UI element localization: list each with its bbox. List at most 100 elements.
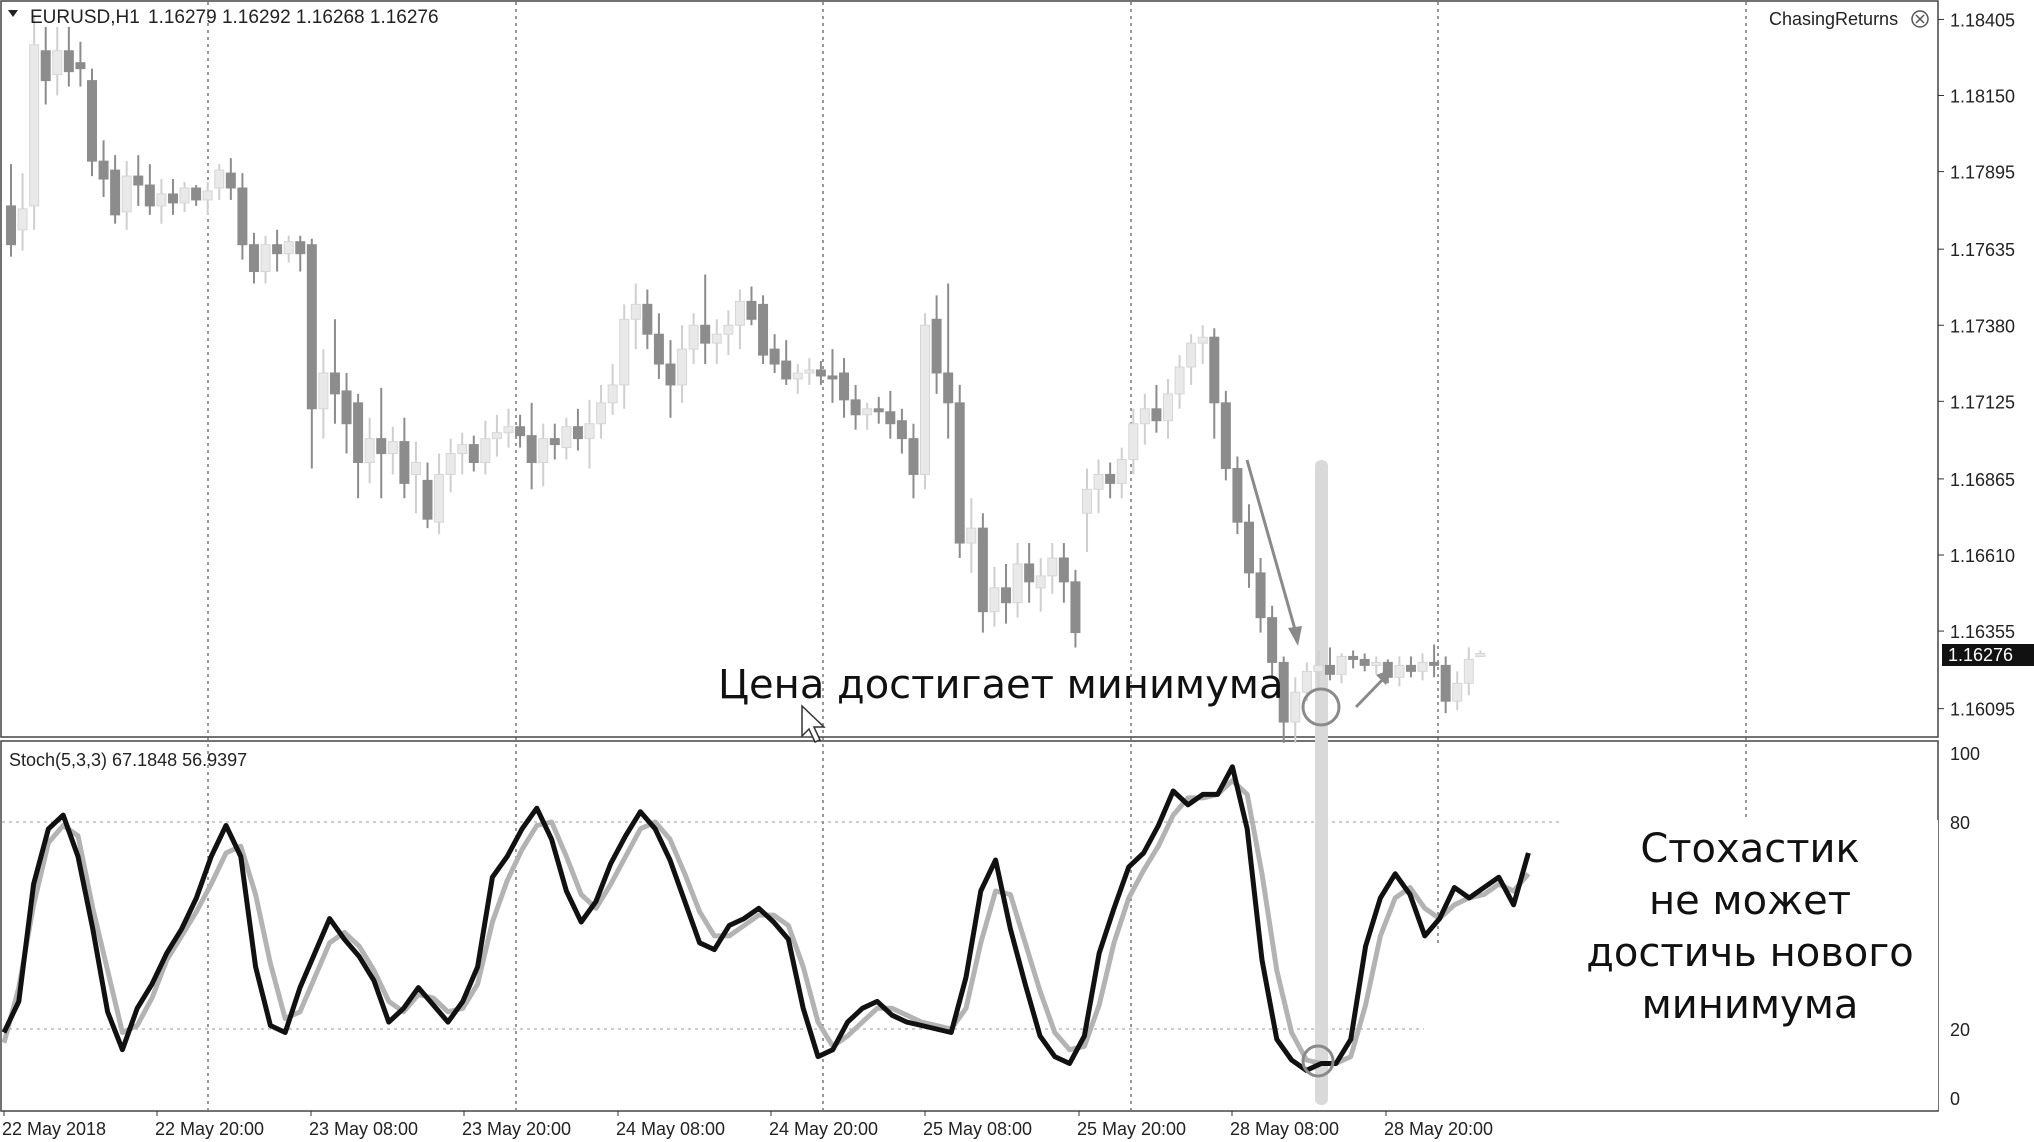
candle-bear	[40, 50, 51, 82]
candle-bear	[1243, 521, 1254, 574]
candle-bear	[1105, 473, 1116, 484]
candle-bear	[954, 402, 965, 544]
down-arrowhead	[1288, 626, 1302, 646]
candle-bear	[1405, 664, 1416, 672]
candle-bull	[52, 50, 63, 76]
highlight-bar	[1315, 460, 1328, 1105]
candle-bear	[781, 360, 792, 380]
candle-bull	[1174, 366, 1185, 395]
candle-bull	[596, 402, 607, 425]
stoch-annotation: Стохастик не может достичь нового миниму…	[1586, 826, 1914, 1028]
candle-bear	[700, 324, 711, 344]
time-tick-label: 24 May 20:00	[769, 1119, 878, 1139]
stoch-main-line	[1, 764, 1531, 1073]
candle-bull	[734, 300, 745, 326]
candle-bull	[723, 324, 734, 335]
candle-bull	[677, 348, 688, 386]
candle-bull	[584, 423, 595, 440]
candle-bull	[1035, 575, 1046, 589]
price-tick-label: 1.16095	[1950, 700, 2015, 720]
candle-bear	[943, 372, 954, 404]
candle-bear	[191, 187, 202, 201]
candle-bull	[121, 175, 132, 213]
candle-bull	[364, 438, 375, 464]
candle-bear	[839, 372, 850, 401]
stoch-annotation-line-1: Стохастик	[1640, 826, 1859, 872]
current-price-label: 1.16276	[1948, 645, 2013, 665]
candle-bull	[1163, 393, 1173, 422]
candle-bull	[1116, 459, 1127, 484]
candle-bear	[873, 408, 884, 413]
stoch-level-label: 20	[1950, 1020, 1970, 1040]
stoch-annotation-line-3: достичь нового	[1586, 930, 1914, 976]
candle-bear	[110, 169, 121, 216]
candle-bear	[515, 426, 526, 437]
candle-bull	[989, 587, 1000, 613]
candle-bear	[665, 363, 676, 386]
price-axis: 1.18405 1.18150 1.17895 1.17635 1.17380 1.171…	[1938, 10, 2015, 720]
annotation-backdrop	[1424, 945, 1938, 1110]
candle-bear	[1232, 467, 1243, 523]
candle-bull	[711, 333, 722, 344]
candle-bull	[1313, 664, 1324, 672]
candle-bull	[1394, 664, 1405, 678]
collapse-triangle-icon[interactable]	[8, 10, 18, 17]
candle-bear	[1058, 557, 1069, 583]
candle-bull	[804, 369, 815, 374]
candle-bear	[133, 175, 144, 186]
candle-bear	[896, 420, 907, 440]
candle-bull	[1082, 488, 1093, 514]
candle-bear	[248, 244, 259, 273]
candle-bear	[746, 300, 757, 320]
candle-bull	[1197, 336, 1208, 344]
time-tick-label: 25 May 20:00	[1077, 1119, 1186, 1139]
stoch-label: Stoch(5,3,3) 67.1848 56.9397	[9, 750, 247, 770]
price-tick-label: 1.17380	[1950, 316, 2015, 336]
candle-bull	[387, 441, 398, 455]
candle-bear	[642, 303, 653, 335]
candle-bull	[491, 432, 502, 440]
candle-bear	[376, 438, 387, 455]
candle-bull	[1093, 473, 1104, 490]
candle-bull	[1371, 661, 1382, 666]
candle-bull	[630, 303, 641, 320]
annotation-backdrop-top	[1560, 820, 1938, 945]
candle-bull	[920, 324, 931, 475]
candle-bull	[156, 193, 167, 207]
time-tick-label: 22 May 2018	[2, 1119, 106, 1139]
candle-bull	[260, 244, 271, 273]
candle-bear	[167, 193, 178, 204]
close-plugin-icon[interactable]	[1911, 10, 1929, 28]
candle-bear	[1278, 661, 1289, 723]
candle-bull	[1012, 563, 1023, 604]
price-low-circle	[1301, 687, 1341, 727]
candle-bear	[1348, 655, 1359, 660]
candle-bear	[1255, 572, 1266, 619]
stoch-level-label: 80	[1950, 813, 1970, 833]
time-tick-label: 22 May 20:00	[155, 1119, 264, 1139]
candle-bear	[1024, 563, 1035, 583]
candle-bull	[607, 384, 618, 404]
candle-bear	[341, 390, 352, 425]
candle-bull	[561, 426, 572, 449]
price-tick-label: 1.16865	[1950, 470, 2015, 490]
price-tick-label: 1.18405	[1950, 10, 2015, 30]
candle-bull	[214, 169, 225, 189]
candle-bear	[977, 527, 988, 613]
candle-bull	[1475, 652, 1486, 657]
candle-bear	[399, 441, 410, 484]
time-tick-label: 28 May 20:00	[1384, 1119, 1493, 1139]
price-pane-frame	[0, 0, 1939, 738]
ohlc-values: 1.16279 1.16292 1.16268 1.16276	[148, 7, 439, 28]
candle-bull	[17, 208, 28, 231]
candle-bear	[1359, 658, 1370, 666]
time-tick-label: 23 May 08:00	[309, 1119, 418, 1139]
candle-bear	[225, 172, 236, 189]
candle-bull	[410, 462, 421, 475]
candle-bull	[29, 44, 40, 207]
candle-bull	[1047, 557, 1058, 577]
candle-bear	[1220, 402, 1231, 469]
stoch-lines	[1, 764, 1531, 1073]
candle-bear	[295, 241, 306, 255]
